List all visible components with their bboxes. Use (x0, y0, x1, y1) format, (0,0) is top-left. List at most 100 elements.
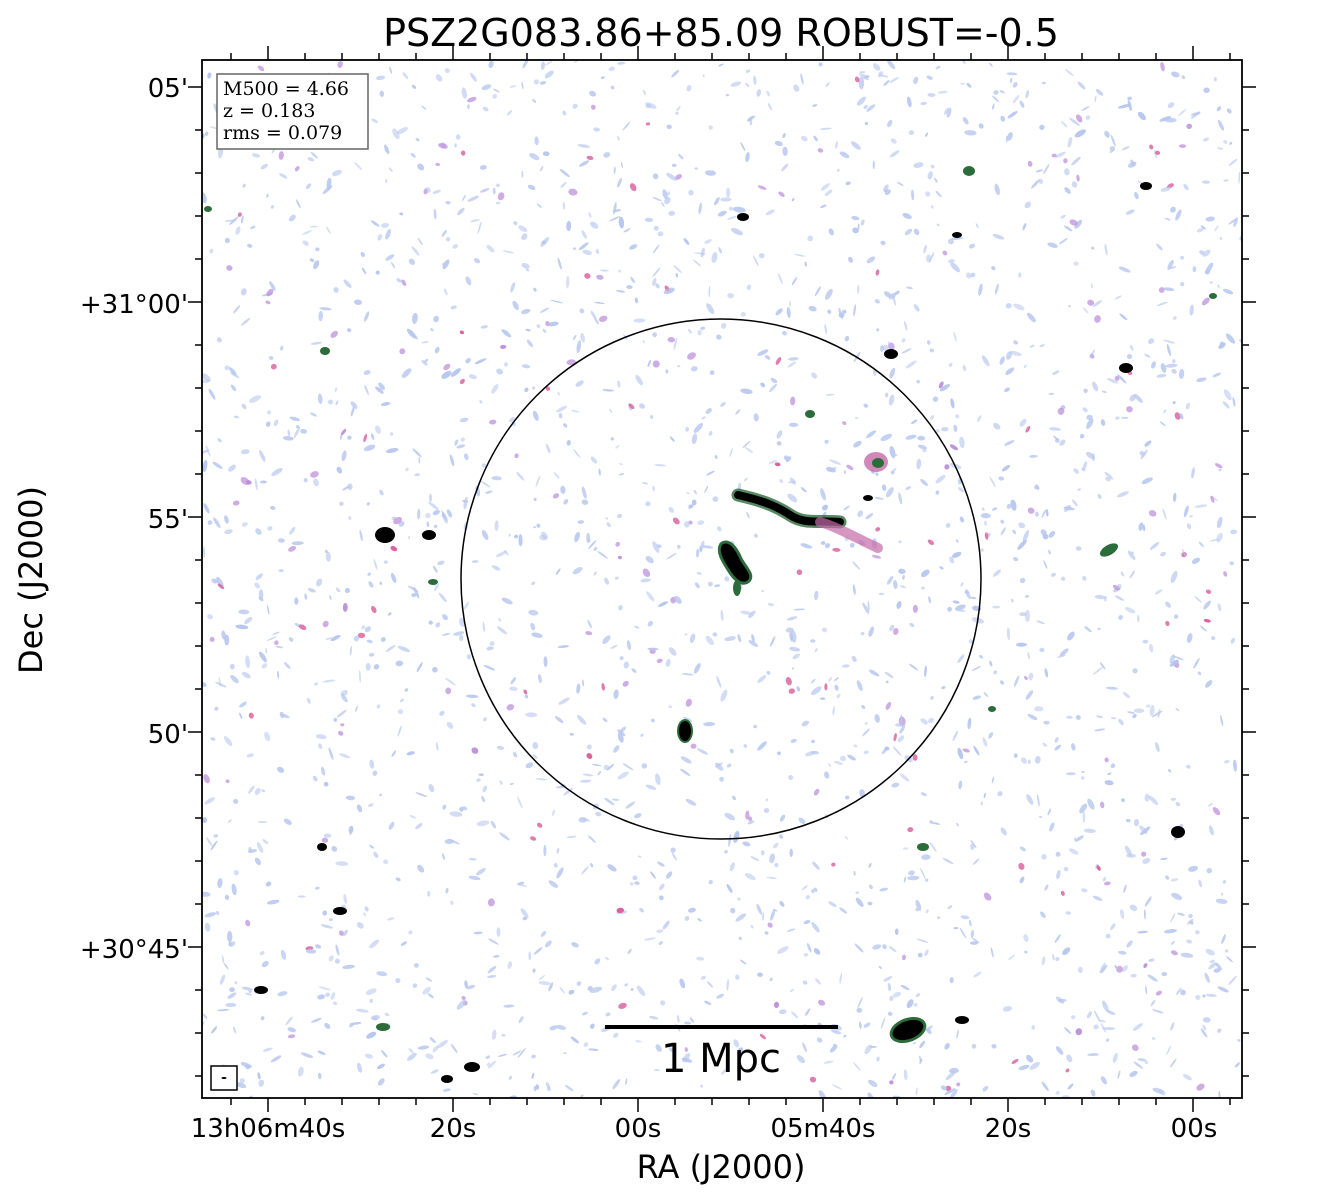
noise-speckle (937, 90, 948, 94)
noise-speckle (294, 597, 299, 605)
noise-speckle (324, 549, 328, 554)
noise-speckle (859, 72, 869, 81)
noise-speckle (1216, 147, 1224, 150)
noise-speckle (1006, 503, 1012, 510)
noise-speckle (886, 576, 894, 585)
noise-speckle (204, 922, 211, 932)
noise-speckle (491, 565, 501, 571)
noise-speckle (1170, 206, 1176, 213)
noise-speckle (929, 841, 937, 853)
noise-speckle (796, 569, 803, 576)
noise-speckle (533, 287, 537, 292)
noise-speckle (954, 604, 966, 611)
noise-speckle (289, 416, 301, 422)
noise-speckle (937, 916, 941, 920)
noise-speckle (864, 121, 868, 126)
noise-speckle (521, 81, 524, 90)
noise-speckle (684, 915, 690, 921)
y-tick-label: 05' (148, 74, 188, 104)
noise-speckle (500, 344, 507, 349)
noise-speckle (1238, 171, 1241, 184)
noise-speckle (872, 369, 877, 376)
noise-speckle (909, 663, 918, 671)
noise-speckle (432, 189, 441, 194)
noise-speckle (429, 1036, 436, 1044)
noise-speckle (962, 365, 967, 372)
noise-speckle (813, 887, 818, 893)
noise-speckle (223, 736, 233, 747)
noise-speckle (568, 188, 578, 196)
noise-speckle (1065, 1068, 1070, 1073)
noise-speckle (508, 533, 511, 537)
noise-speckle (1082, 307, 1089, 314)
noise-speckle (570, 1036, 579, 1044)
noise-speckle (559, 168, 570, 178)
noise-speckle (1116, 491, 1129, 498)
noise-speckle (369, 939, 380, 949)
noise-speckle (812, 104, 818, 107)
noise-speckle (1080, 776, 1085, 780)
noise-speckle (241, 986, 254, 991)
noise-speckle (1223, 179, 1229, 182)
noise-speckle (1083, 828, 1096, 833)
noise-speckle (384, 178, 388, 184)
noise-speckle (1074, 835, 1084, 842)
noise-speckle (1144, 353, 1151, 358)
noise-speckle (1000, 115, 1006, 122)
noise-speckle (665, 658, 671, 667)
noise-speckle (459, 617, 465, 627)
noise-speckle (1195, 930, 1200, 935)
noise-speckle (859, 789, 866, 798)
noise-speckle (1161, 971, 1168, 977)
noise-speckle (764, 931, 769, 935)
noise-speckle (1137, 1058, 1147, 1062)
noise-speckle (1122, 146, 1130, 151)
noise-speckle (240, 317, 251, 326)
noise-speckle (1175, 209, 1182, 221)
noise-speckle (1143, 963, 1148, 968)
noise-speckle (701, 545, 714, 549)
noise-speckle (912, 604, 918, 613)
noise-speckle (510, 677, 517, 685)
noise-speckle (454, 439, 459, 446)
noise-speckle (1174, 614, 1179, 619)
sources-layer (204, 166, 1217, 1083)
noise-speckle (441, 853, 446, 861)
noise-speckle (1193, 658, 1200, 669)
noise-speckle (832, 706, 835, 716)
noise-speckle (872, 944, 882, 950)
noise-speckle (964, 590, 970, 594)
noise-speckle (533, 79, 539, 85)
noise-speckle (1116, 965, 1124, 973)
noise-speckle (487, 898, 495, 907)
noise-speckle (563, 499, 569, 505)
noise-speckle (774, 863, 779, 868)
noise-speckle (930, 695, 934, 700)
noise-speckle (643, 89, 646, 96)
noise-speckle (970, 929, 975, 939)
noise-speckle (874, 299, 880, 304)
noise-speckle (1105, 933, 1111, 939)
noise-speckle (1228, 158, 1238, 167)
noise-speckle (1202, 994, 1206, 998)
noise-speckle (863, 1022, 871, 1028)
noise-speckle (1129, 570, 1136, 579)
noise-speckle (501, 329, 512, 338)
noise-speckle (224, 365, 230, 371)
noise-speckle (317, 994, 325, 1000)
y-tick-labels: 05' +31°00' 55' 50' +30°45' (80, 74, 188, 965)
noise-speckle (506, 704, 515, 711)
noise-speckle (852, 561, 861, 570)
noise-speckle (957, 487, 965, 493)
noise-speckle (611, 984, 617, 991)
noise-speckle (1163, 287, 1175, 292)
noise-speckle (757, 349, 769, 356)
noise-speckle (1209, 959, 1215, 964)
noise-speckle (482, 717, 488, 722)
noise-speckle (1083, 388, 1088, 394)
noise-speckle (364, 626, 371, 633)
noise-speckle (857, 284, 860, 294)
noise-speckle (608, 216, 621, 222)
noise-speckle (868, 669, 880, 677)
noise-speckle (514, 534, 519, 539)
